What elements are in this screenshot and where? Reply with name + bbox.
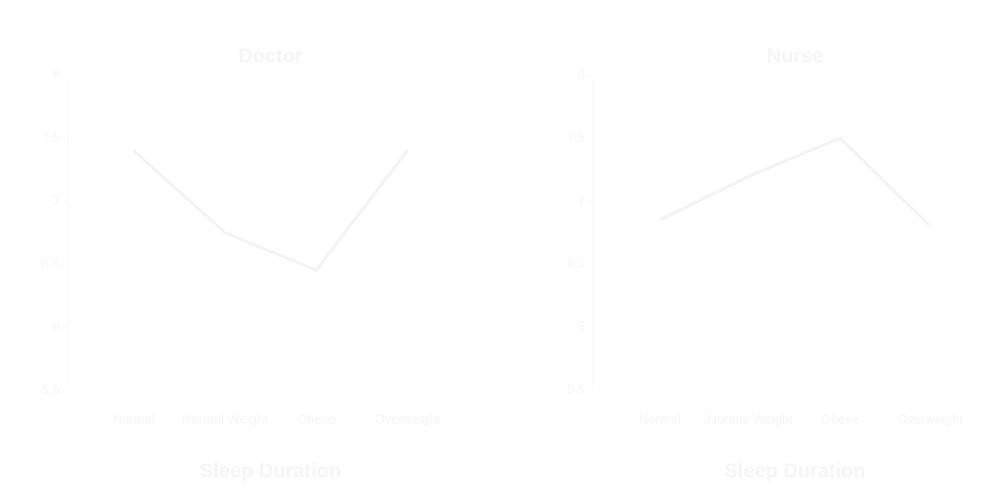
y-tick-label: 5.5 [567,381,585,396]
chart-title: Nurse [767,45,824,67]
y-tick-label: 7.5 [42,129,60,144]
y-tick-label: 6 [53,318,60,333]
y-tick-label: 6.5 [42,255,60,270]
x-axis-label: Sleep Duration [724,460,865,482]
y-tick-label: 7 [53,192,60,207]
y-tick-label: 7 [578,192,585,207]
x-tick-label: Normal Weight [707,411,793,426]
y-tick-label: 6 [578,318,585,333]
x-tick-label: Normal [639,411,681,426]
x-axis-label: Sleep Duration [200,460,341,482]
y-tick-label: 8 [578,66,585,81]
y-tick-label: 8 [53,66,60,81]
x-tick-label: Obese [297,411,335,426]
x-tick-label: Obese [821,411,859,426]
x-tick-label: Normal [113,411,155,426]
y-tick-label: 5.5 [42,381,60,396]
y-tick-label: 7.5 [567,129,585,144]
data-line [659,136,932,228]
y-tick-label: 6.5 [567,255,585,270]
x-tick-label: Overweight [897,411,963,426]
chart-title: Doctor [238,45,303,67]
data-line [132,149,409,273]
x-tick-label: Normal Weight [182,411,268,426]
x-tick-label: Overweight [375,411,441,426]
